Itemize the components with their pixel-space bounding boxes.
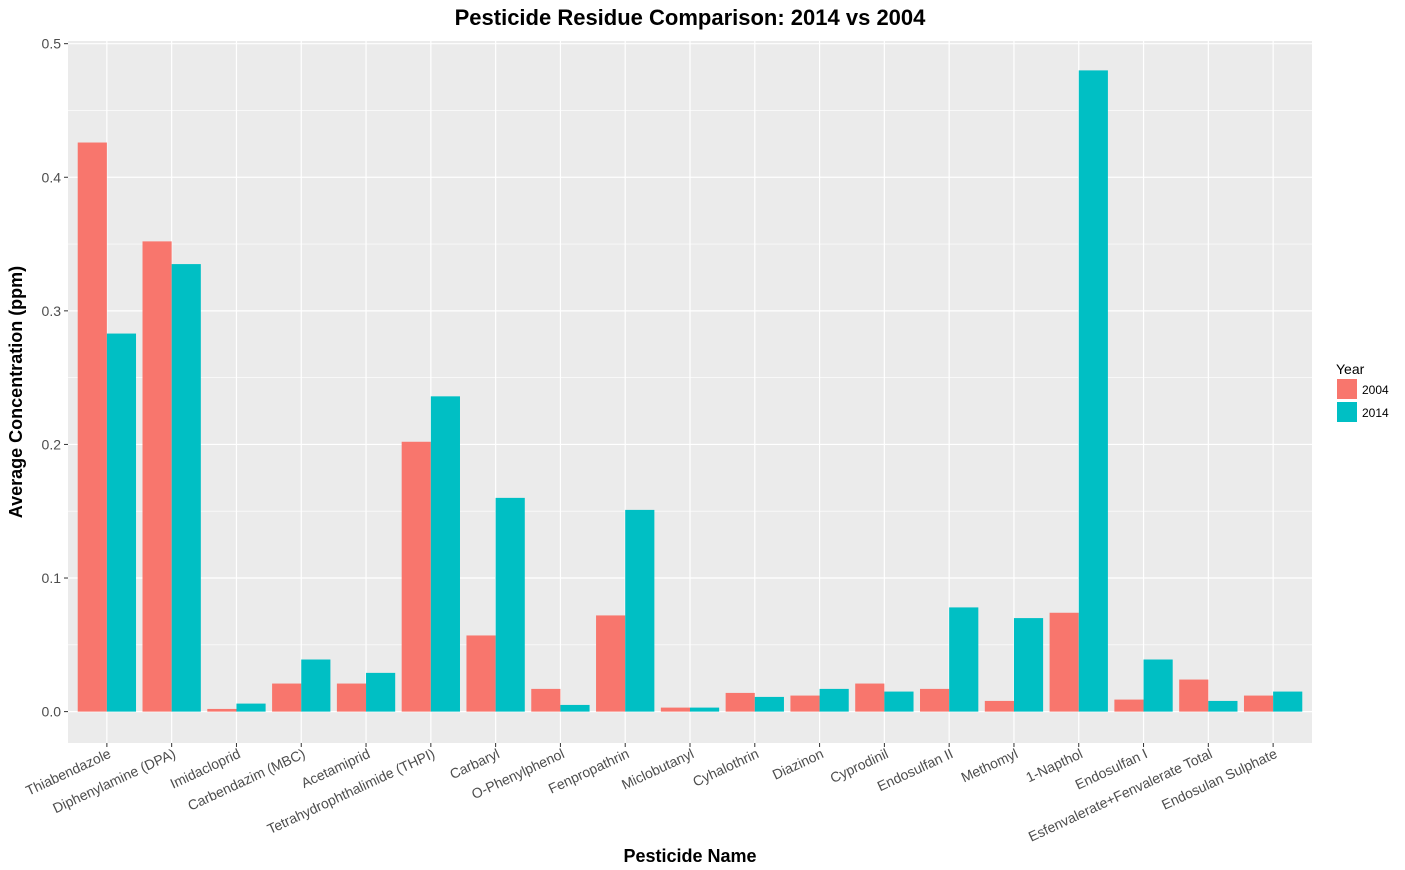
- y-tick-label: 0.0: [42, 704, 62, 720]
- bar-2004-17: [1179, 679, 1209, 712]
- bar-2004-6: [466, 635, 496, 712]
- bar-2004-16: [1114, 699, 1144, 712]
- bar-2014-8: [625, 509, 655, 712]
- bar-2004-8: [596, 615, 626, 712]
- legend-key-2004: [1337, 379, 1357, 399]
- legend-label-2014: 2014: [1362, 406, 1389, 420]
- y-axis: 0.0 0.1 0.2 0.3 0.4 0.5: [42, 36, 68, 720]
- bar-2004-14: [984, 700, 1014, 712]
- bar-2014-14: [1013, 618, 1044, 712]
- y-tick-label: 0.4: [42, 169, 62, 185]
- y-tick-label: 0.1: [42, 570, 62, 586]
- bar-2014-6: [495, 497, 525, 712]
- bar-2004-2: [207, 708, 237, 712]
- bar-2014-13: [949, 607, 979, 712]
- bar-2014-7: [560, 704, 590, 712]
- bar-2014-18: [1273, 691, 1303, 712]
- bar-2014-1: [171, 264, 201, 712]
- bar-2004-3: [272, 683, 302, 712]
- x-tick-label: Miclobutanyl: [619, 745, 696, 792]
- bar-2004-10: [725, 692, 755, 712]
- chart-title: Pesticide Residue Comparison: 2014 vs 20…: [455, 5, 927, 30]
- x-tick-label: Diazinon: [770, 745, 826, 783]
- x-tick-label: Cyhalothrin: [690, 745, 761, 789]
- bar-2004-7: [531, 688, 561, 712]
- bar-2004-18: [1243, 695, 1274, 712]
- bar-2004-13: [920, 688, 950, 712]
- bar-2004-0: [77, 142, 107, 712]
- legend: Year 2004 2014: [1336, 361, 1389, 422]
- y-tick-label: 0.5: [42, 36, 62, 52]
- bar-2014-17: [1208, 700, 1238, 712]
- y-tick-label: 0.2: [42, 436, 62, 452]
- x-tick-label: Diphenylamine (DPA): [50, 745, 178, 816]
- x-tick-label: Carbendazim (MBC): [185, 745, 307, 813]
- bar-2014-10: [754, 696, 784, 712]
- bar-2014-2: [236, 703, 266, 712]
- bar-2014-0: [106, 333, 137, 712]
- y-tick-label: 0.3: [42, 303, 62, 319]
- bar-2014-4: [366, 672, 396, 712]
- bar-2014-11: [819, 688, 849, 712]
- bar-2004-5: [401, 441, 431, 712]
- bar-2014-5: [430, 396, 460, 712]
- bar-2004-11: [790, 695, 820, 712]
- bar-2004-9: [660, 707, 690, 712]
- bar-2004-4: [336, 683, 367, 712]
- legend-key-2014: [1337, 402, 1357, 422]
- bar-2014-9: [690, 707, 720, 712]
- legend-label-2004: 2004: [1362, 383, 1389, 397]
- bar-2014-12: [884, 691, 914, 712]
- x-axis-title: Pesticide Name: [623, 846, 756, 866]
- bar-2014-16: [1143, 659, 1173, 712]
- bar-2004-12: [855, 683, 885, 712]
- y-axis-title: Average Concentration (ppm): [6, 266, 26, 518]
- legend-title: Year: [1336, 361, 1365, 377]
- x-tick-label: Endosulan Sulphate: [1159, 745, 1280, 813]
- bar-2014-3: [301, 659, 331, 712]
- bar-2004-1: [142, 241, 172, 712]
- bar-2004-15: [1049, 612, 1079, 712]
- x-tick-label: Methomyl: [958, 745, 1020, 785]
- bar-2014-15: [1078, 70, 1108, 712]
- bars: [77, 70, 1303, 712]
